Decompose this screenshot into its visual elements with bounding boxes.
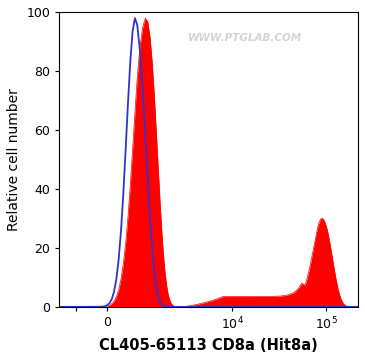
Text: WWW.PTGLAB.COM: WWW.PTGLAB.COM <box>188 33 302 42</box>
X-axis label: CL405-65113 CD8a (Hit8a): CL405-65113 CD8a (Hit8a) <box>99 338 318 353</box>
Y-axis label: Relative cell number: Relative cell number <box>7 88 21 231</box>
